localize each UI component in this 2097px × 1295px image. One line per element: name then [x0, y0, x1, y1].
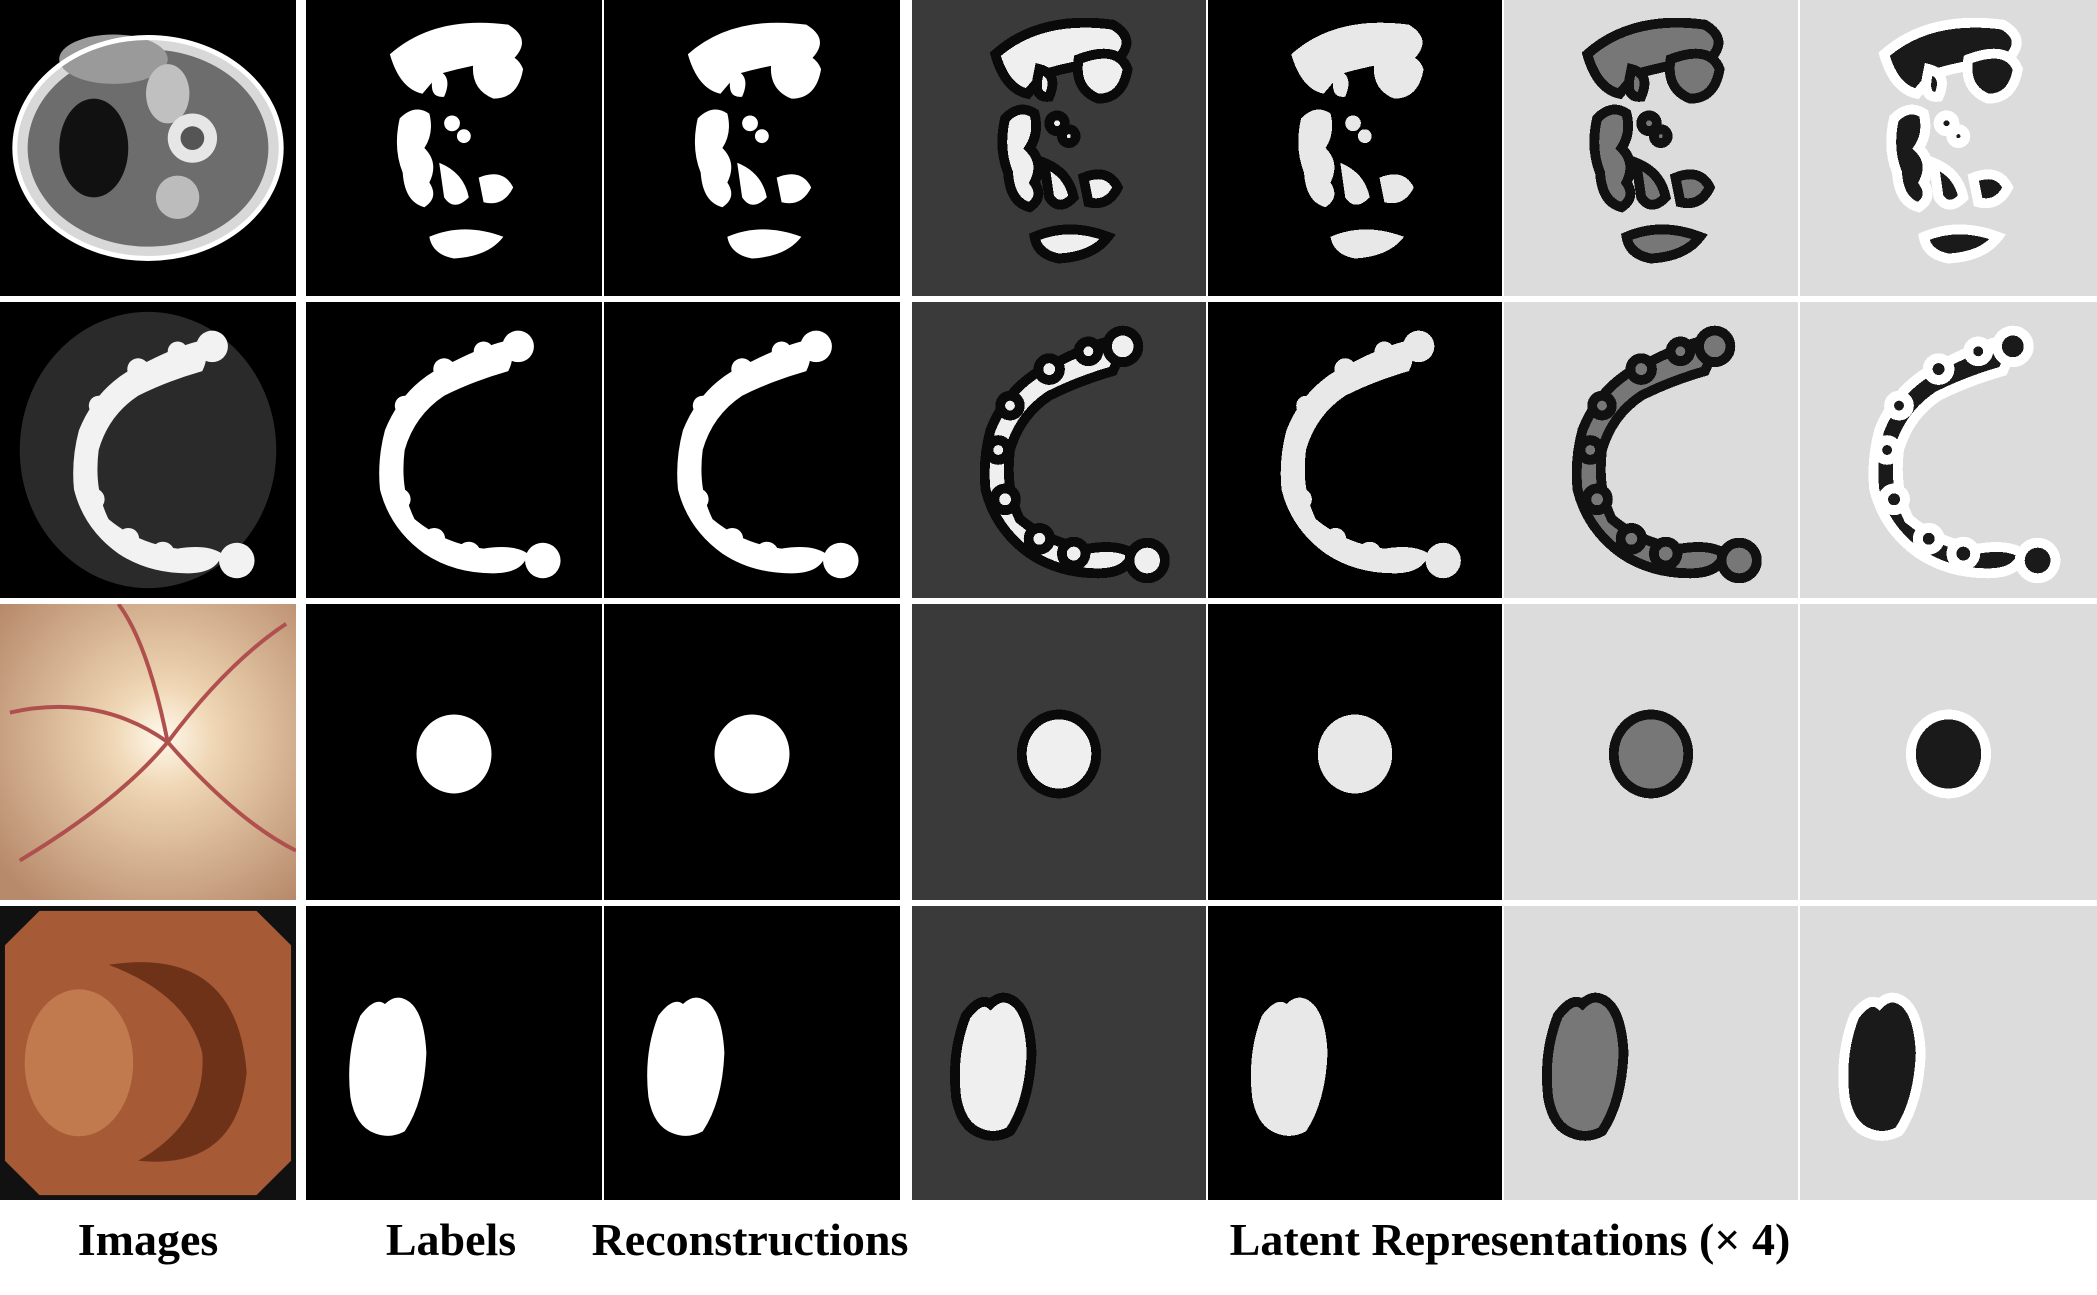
latent-4-colonoscopy [1800, 906, 2097, 1200]
latent-3-dental-ct [1504, 302, 1798, 598]
input-image-abdominal-ct [0, 0, 296, 296]
latent-2-abdominal-ct [1208, 0, 1502, 296]
latent-3-fundus [1504, 604, 1798, 900]
latent-1-abdominal-ct [912, 0, 1206, 296]
latent-2-dental-ct [1208, 302, 1502, 598]
latent-4-dental-ct [1800, 302, 2097, 598]
latent-1-fundus [912, 604, 1206, 900]
reconstruction-mask-dental-ct [604, 302, 900, 598]
reconstruction-mask-fundus [604, 604, 900, 900]
caption-latent: Latent Representations (× 4) [1229, 1214, 1791, 1265]
caption-labels: Labels [385, 1214, 517, 1265]
caption-reconstructions: Reconstructions [591, 1214, 909, 1265]
latent-3-abdominal-ct [1504, 0, 1798, 296]
latent-4-fundus [1800, 604, 2097, 900]
input-image-colonoscopy [0, 906, 296, 1200]
input-image-fundus [0, 604, 296, 900]
label-mask-colonoscopy [306, 906, 602, 1200]
reconstruction-mask-abdominal-ct [604, 0, 900, 296]
caption-images: Images [77, 1214, 219, 1265]
latent-4-abdominal-ct [1800, 0, 2097, 296]
label-mask-dental-ct [306, 302, 602, 598]
label-mask-abdominal-ct [306, 0, 602, 296]
figure-grid [0, 0, 2097, 1200]
latent-2-colonoscopy [1208, 906, 1502, 1200]
reconstruction-mask-colonoscopy [604, 906, 900, 1200]
latent-1-colonoscopy [912, 906, 1206, 1200]
label-mask-fundus [306, 604, 602, 900]
latent-2-fundus [1208, 604, 1502, 900]
input-image-dental-ct [0, 302, 296, 598]
latent-3-colonoscopy [1504, 906, 1798, 1200]
latent-1-dental-ct [912, 302, 1206, 598]
